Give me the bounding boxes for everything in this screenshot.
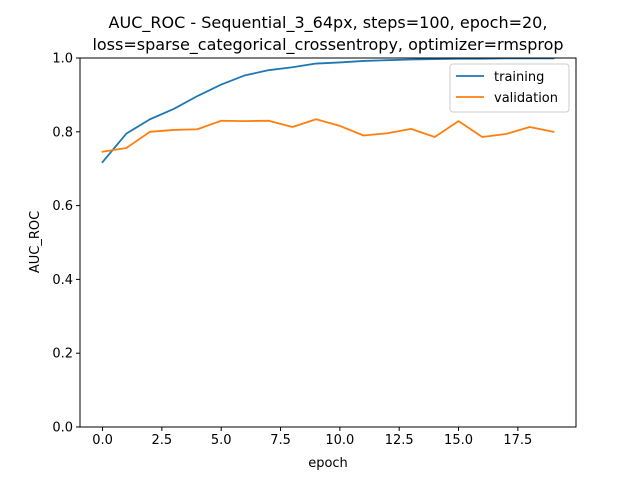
chart-title-line-1: AUC_ROC - Sequential_3_64px, steps=100, … bbox=[109, 13, 548, 33]
y-tick-label: 0.2 bbox=[52, 347, 73, 362]
y-tick-label: 1.0 bbox=[52, 52, 73, 67]
x-axis: 0.0 2.5 5.0 7.5 10.0 12.5 15.0 17.5 bbox=[92, 427, 532, 448]
x-tick-label: 2.5 bbox=[152, 433, 173, 448]
x-tick-label: 15.0 bbox=[444, 433, 473, 448]
y-axis: 0.0 0.2 0.4 0.6 0.8 1.0 bbox=[52, 52, 80, 436]
chart-title-line-2: loss=sparse_categorical_crossentropy, op… bbox=[92, 35, 563, 55]
legend: training validation bbox=[449, 63, 570, 113]
x-axis-label: epoch bbox=[308, 456, 348, 471]
y-tick-label: 0.8 bbox=[52, 125, 73, 140]
legend-label-training: training bbox=[494, 70, 544, 85]
x-tick-label: 5.0 bbox=[211, 433, 232, 448]
y-tick-label: 0.4 bbox=[52, 273, 73, 288]
y-tick-label: 0.0 bbox=[52, 421, 73, 436]
plot-lines bbox=[101, 57, 555, 164]
legend-label-validation: validation bbox=[494, 91, 558, 106]
x-tick-label: 7.5 bbox=[270, 433, 291, 448]
x-tick-label: 0.0 bbox=[92, 433, 113, 448]
y-tick-label: 0.6 bbox=[52, 199, 73, 214]
x-tick-label: 12.5 bbox=[385, 433, 414, 448]
series-line-training bbox=[101, 57, 555, 164]
y-axis-label: AUC_ROC bbox=[28, 211, 43, 273]
series-line-validation bbox=[101, 118, 555, 153]
x-tick-label: 17.5 bbox=[503, 433, 532, 448]
x-tick-label: 10.0 bbox=[325, 433, 354, 448]
plot-frame bbox=[79, 57, 577, 428]
